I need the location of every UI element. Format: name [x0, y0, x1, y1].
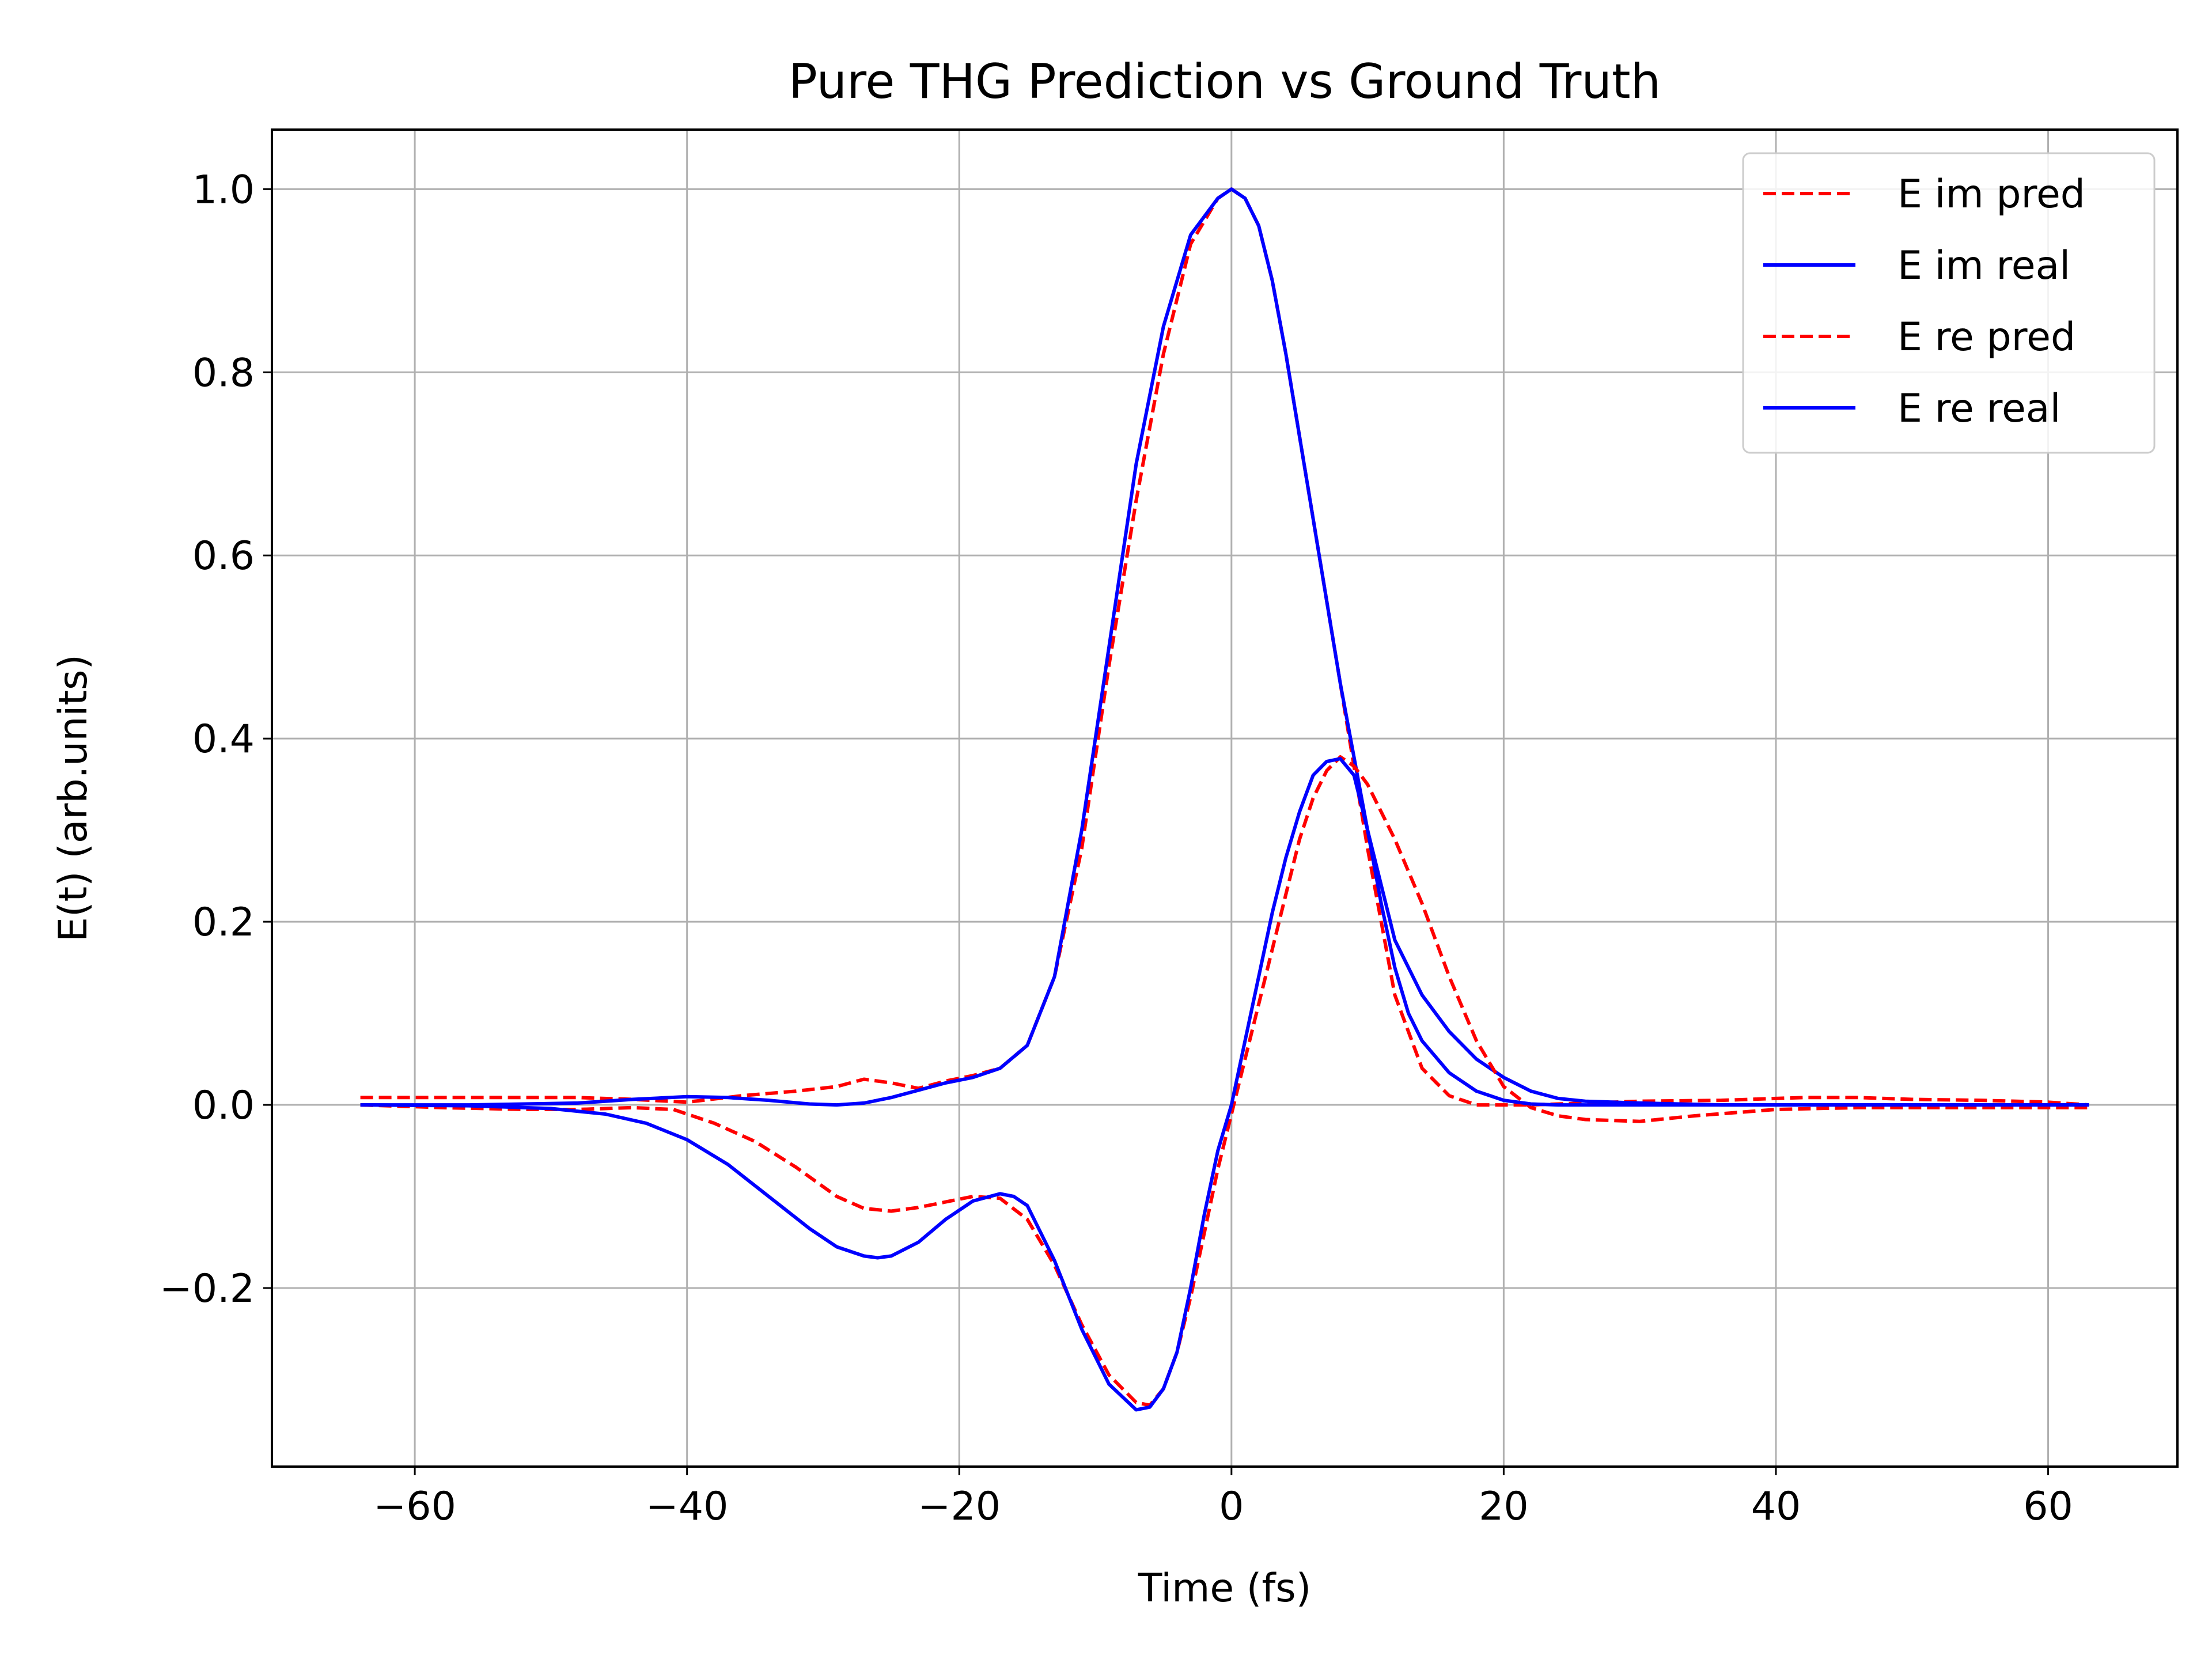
x-tick-label: −40	[646, 1484, 729, 1529]
series-layer	[360, 187, 2089, 1412]
y-tick-label: 0.8	[192, 350, 255, 396]
y-tick-label: 0.6	[192, 533, 255, 579]
x-tick-label: 40	[1751, 1484, 1801, 1529]
legend-box	[1742, 152, 2156, 454]
grid	[272, 130, 2177, 1467]
y-tick-label: −0.2	[160, 1266, 255, 1312]
legend: E im pred E im real E re pred E re real	[1742, 152, 2156, 454]
x-tick-label: 20	[1479, 1484, 1529, 1529]
y-tick-label: 0.4	[192, 717, 255, 762]
series-line-4	[360, 757, 2089, 1412]
legend-label-3: E re pred	[1897, 315, 2075, 360]
chart-title: Pure THG Prediction vs Ground Truth	[789, 54, 1661, 109]
y-axis-label: E(t) (arb.units)	[51, 654, 96, 942]
plot-frame	[271, 128, 2179, 1468]
series-line-2	[360, 187, 2089, 1107]
series-line-3	[360, 755, 2089, 1407]
ticks: −60 −40 −20 0 20 40 60 −0.2 0.0 0.2 0.4 0.6 0.8 1.0	[160, 167, 2073, 1529]
legend-label-1: E im pred	[1897, 172, 2085, 217]
y-tick-label: 1.0	[192, 167, 255, 213]
y-tick-label: 0.0	[192, 1083, 255, 1128]
x-tick-label: −60	[373, 1484, 456, 1529]
legend-label-4: E re real	[1897, 386, 2061, 431]
x-tick-label: −20	[918, 1484, 1001, 1529]
x-tick-label: 0	[1219, 1484, 1244, 1529]
legend-label-2: E im real	[1897, 243, 2070, 289]
y-tick-label: 0.2	[192, 900, 255, 945]
x-tick-label: 60	[2023, 1484, 2073, 1529]
x-axis-label: Time (fs)	[1138, 1566, 1311, 1611]
